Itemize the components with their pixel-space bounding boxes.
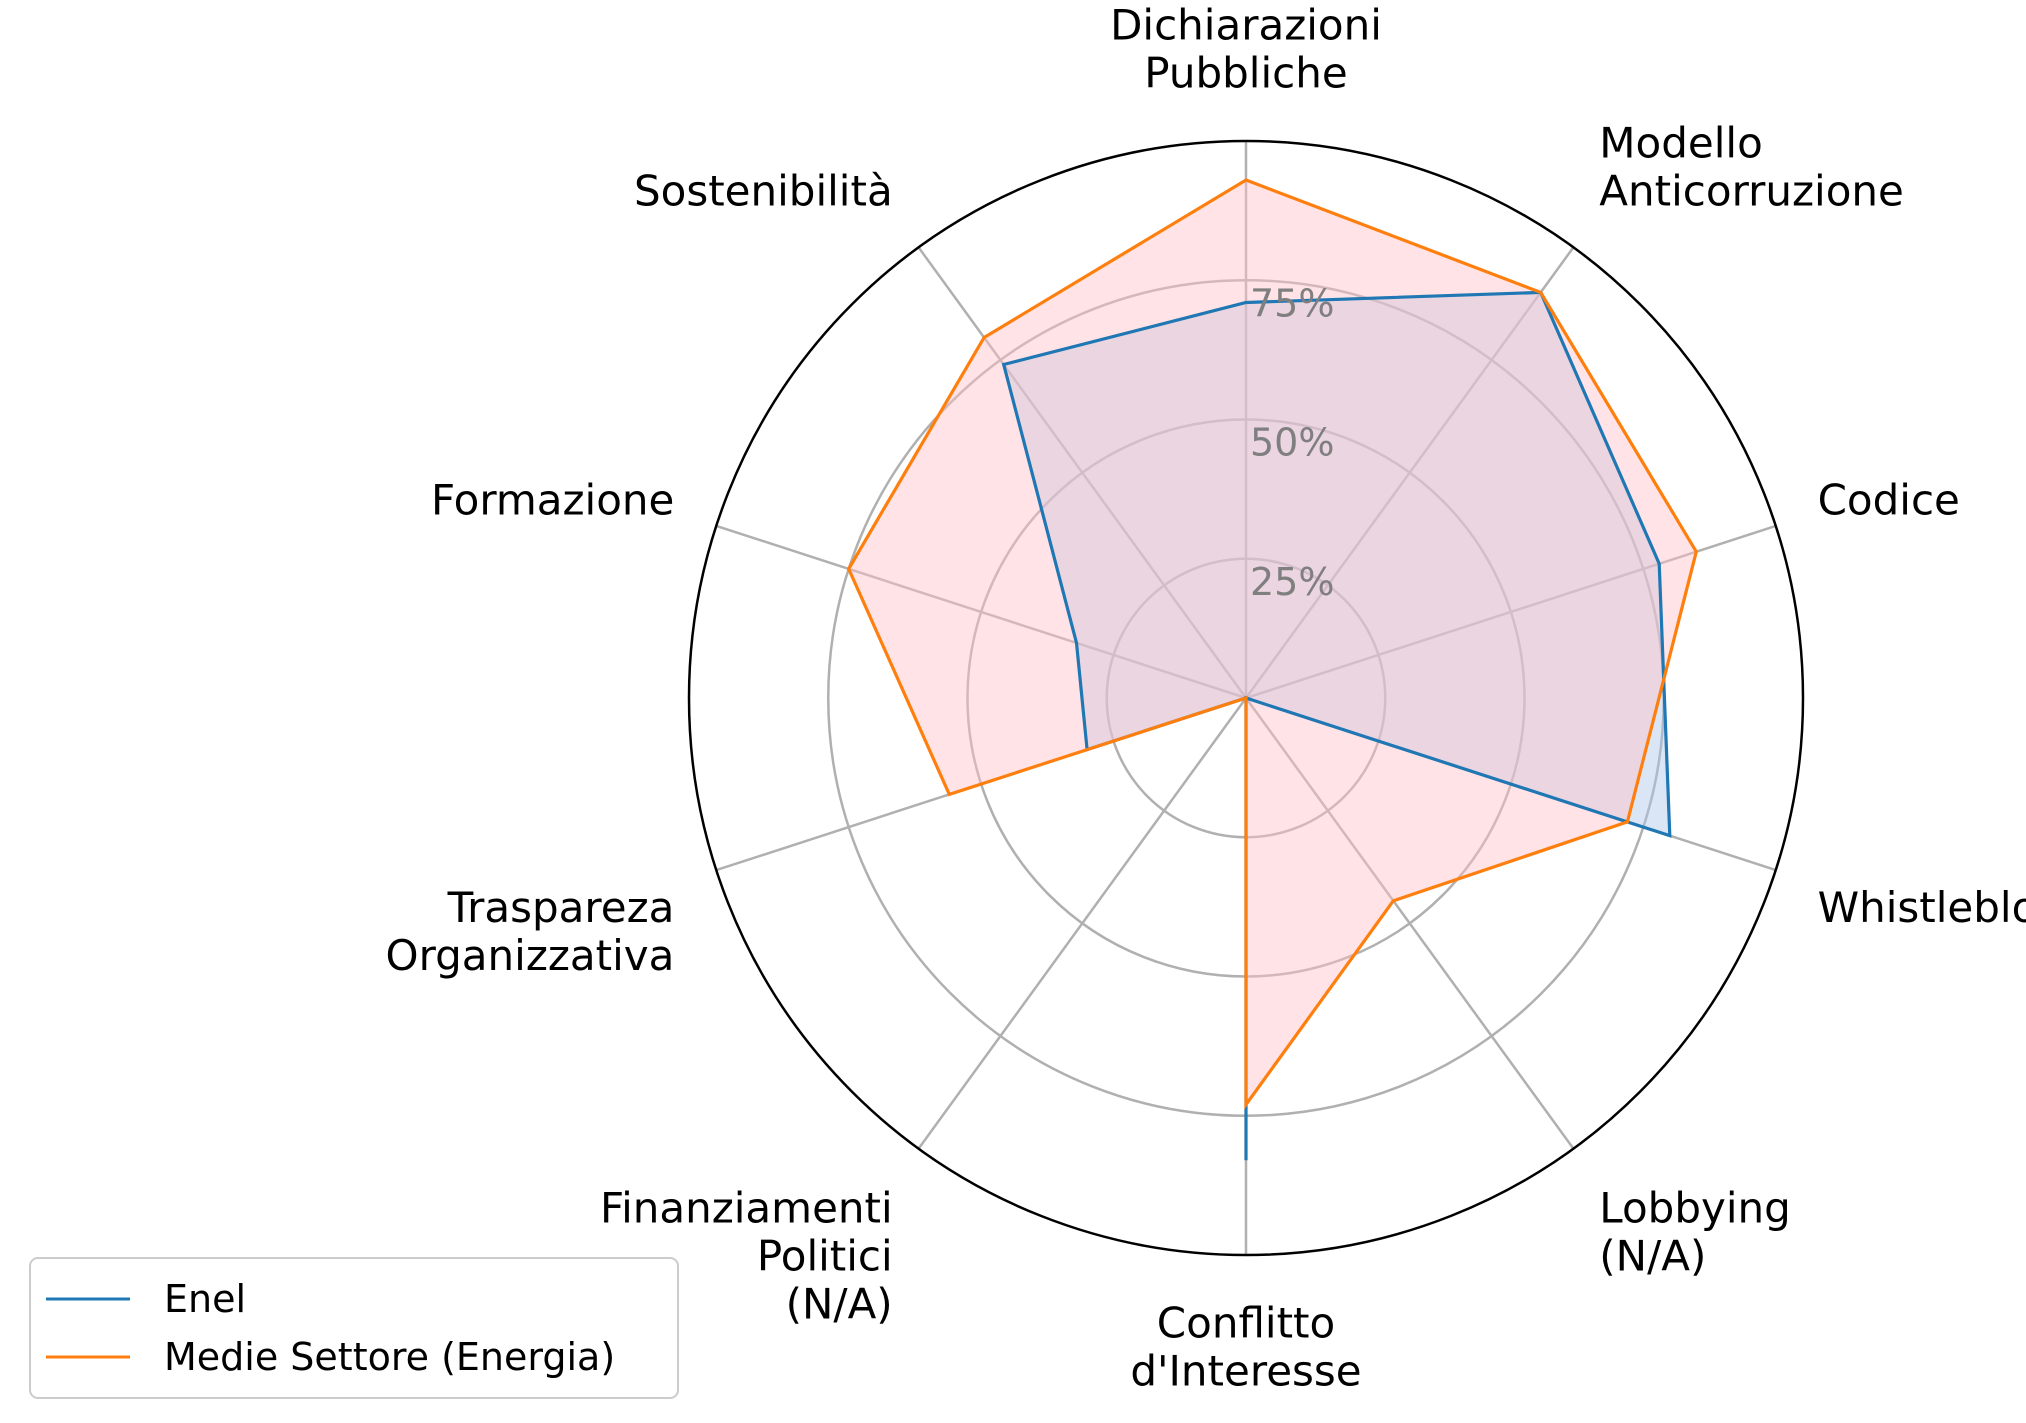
legend-label-medie-settore: Medie Settore (Energia) [164, 1335, 615, 1379]
outer-circle [687, 139, 1805, 1257]
axis-label-codice: Codice [1818, 475, 1960, 524]
spoke-finanziamenti-politici-n-a [917, 697, 1248, 1150]
legend: Enel Medie Settore (Energia) [29, 1257, 679, 1399]
tick-label-50: 50% [1250, 421, 1334, 465]
axis-label-formazione: Formazione [431, 475, 674, 524]
series-line-medie-settore-energia [846, 178, 1699, 1110]
spoke-sostenibilit [917, 246, 1248, 699]
axis-labels: Dichiarazioni Pubbliche Modello Anticorruzi… [386, 0, 2026, 1395]
axis-label-sostenibilit: Sostenibilità [634, 166, 893, 215]
spoke-lobbying-n-a [1244, 697, 1575, 1150]
axis-label-lobbying-n-a: Lobbying (N/A) [1599, 1184, 1790, 1281]
axis-label-whistleblowing: Whistleblowing [1818, 883, 2026, 932]
spoke-modello-anticorruzione [1244, 246, 1575, 699]
spoke-formazione [715, 524, 1247, 700]
legend-frame [29, 1257, 679, 1399]
axis-label-finanziamenti-politici-n-a: Finanziamenti Politici (N/A) [600, 1184, 893, 1329]
axis-label-modello-anticorruzione: Modello Anticorruzione [1599, 118, 1904, 215]
axis-label-dichiarazioni-pubbliche: Dichiarazioni Pubbliche [1110, 0, 1382, 97]
series-lines [846, 178, 1699, 1161]
radial-tick-labels: 25% 50% 75% [1250, 281, 1334, 604]
series-line-enel [1001, 290, 1672, 1161]
axis-label-traspareza-organizzativa: Traspareza Organizzativa [386, 883, 675, 980]
tick-label-25: 25% [1250, 560, 1334, 604]
legend-label-enel: Enel [164, 1277, 246, 1321]
series-fill-medie-settore-energia [848, 180, 1697, 1105]
tick-label-75: 75% [1250, 281, 1334, 325]
axis-label-conflitto-d-interesse: Conflitto d'Interesse [1130, 1298, 1361, 1395]
spoke-codice [1245, 524, 1777, 700]
